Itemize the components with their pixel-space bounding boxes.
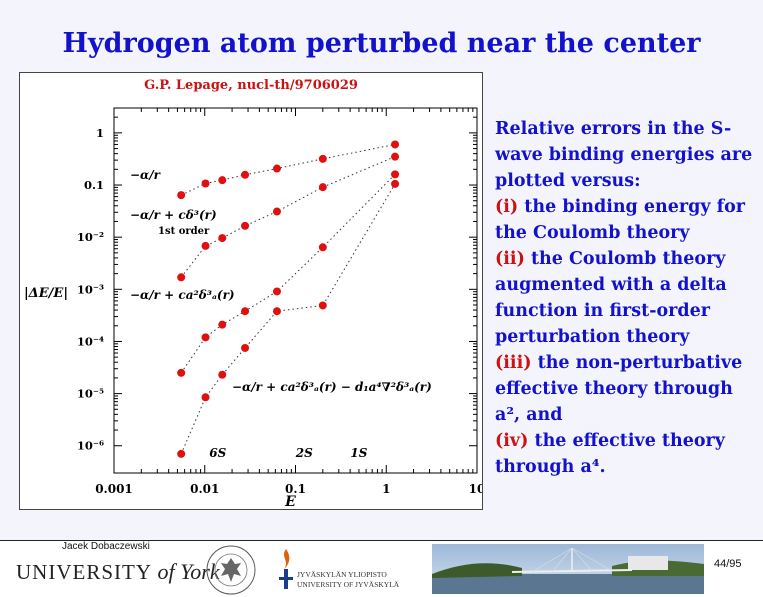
data-point — [391, 179, 400, 188]
york-logo-university: UNIVERSITY — [16, 560, 158, 584]
series-label-2: −α/r + cδ³(r) — [130, 208, 217, 222]
chart-title: G.P. Lepage, nucl-th/9706029 — [144, 78, 358, 93]
data-point — [241, 221, 250, 230]
footer: Jacek Dobaczewski UNIVERSITY of York JYV… — [0, 541, 763, 597]
x-tick-label: 0.1 — [285, 482, 306, 496]
series-line-1 — [180, 143, 396, 196]
data-point — [272, 287, 281, 296]
data-point — [241, 170, 250, 179]
series-note: 1st order — [158, 226, 210, 237]
york-logo-of: of — [157, 559, 175, 584]
slide: Hydrogen atom perturbed near the center … — [0, 0, 763, 540]
description-item-iii: (iii) the non-perturbative effective the… — [495, 350, 757, 428]
data-point — [318, 154, 327, 163]
data-point — [177, 273, 186, 282]
description-text: Relative errors in the S-wave binding en… — [495, 116, 757, 480]
data-point — [241, 307, 250, 316]
data-point — [218, 370, 227, 379]
series-label-1: −α/r — [130, 168, 162, 182]
desc-1-text: the binding energy for the Coulomb theor… — [495, 197, 746, 243]
desc-0-text: Relative errors in the S-wave binding en… — [495, 119, 753, 191]
data-point — [218, 320, 227, 329]
y-tick-label: 10⁻² — [77, 230, 104, 244]
campus-photo — [432, 544, 704, 594]
x-axis-label: E — [284, 494, 296, 509]
data-point — [201, 393, 210, 402]
data-point — [218, 176, 227, 185]
y-tick-label: 10⁻⁶ — [77, 439, 104, 453]
page-number: 44/95 — [714, 558, 742, 570]
desc-4-text: the effective theory through a⁴. — [495, 431, 725, 477]
x-tick-label: 0.01 — [190, 482, 219, 496]
data-point — [391, 170, 400, 179]
chart-svg: G.P. Lepage, nucl-th/9706029 0.001 0.01 0.1… — [24, 78, 482, 509]
data-point — [177, 368, 186, 377]
jyvaskyla-line1: JYVÄSKYLÄN YLIOPISTO — [297, 570, 387, 579]
data-point — [241, 343, 250, 352]
data-point — [318, 301, 327, 310]
x-tick-label: 1 — [382, 482, 390, 496]
y-axis-label: |ΔE/E| — [24, 286, 68, 301]
york-logo: UNIVERSITY of York — [16, 559, 220, 585]
data-point — [318, 243, 327, 252]
series-line-4 — [180, 183, 396, 455]
jyvaskyla-line2: UNIVERSITY OF JYVÄSKYLÄ — [297, 580, 400, 589]
desc-4-num: (iv) — [495, 431, 529, 451]
slide-title: Hydrogen atom perturbed near the center — [62, 28, 701, 59]
data-point — [272, 307, 281, 316]
desc-1-num: (i) — [495, 197, 519, 217]
y-tick-label: 10⁻³ — [77, 282, 104, 296]
author-name: Jacek Dobaczewski — [62, 541, 150, 552]
description-item-ii: (ii) the Coulomb theory augmented with a… — [495, 246, 757, 350]
y-tick-label: 1 — [96, 126, 104, 140]
data-point — [201, 179, 210, 188]
state-label: 6S — [209, 446, 226, 460]
series-line-3 — [180, 174, 396, 374]
data-point — [218, 234, 227, 243]
chart-figure: G.P. Lepage, nucl-th/9706029 0.001 0.01 0.1… — [19, 72, 483, 510]
x-tick-label: 0.001 — [95, 482, 133, 496]
footer-divider — [0, 540, 763, 541]
y-tick-label: 10⁻⁴ — [77, 334, 104, 348]
data-point — [318, 183, 327, 192]
desc-2-text: the Coulomb theory augmented with a delt… — [495, 249, 727, 347]
york-logo-york: York — [174, 559, 220, 584]
data-point — [177, 449, 186, 458]
series-label-4: −α/r + ca²δ³ₐ(r) − d₁a⁴∇²δ³ₐ(r) — [232, 380, 432, 394]
desc-2-num: (ii) — [495, 249, 525, 269]
state-label: 2S — [295, 446, 313, 460]
jyvaskyla-logo-icon — [279, 549, 293, 589]
x-tick-label: 10 — [469, 482, 482, 496]
desc-3-text: the non-perturbative effective theory th… — [495, 353, 743, 425]
data-point — [177, 191, 186, 200]
y-tick-label: 10⁻⁵ — [77, 387, 104, 401]
warsaw-crest-icon — [206, 545, 256, 595]
data-point — [272, 207, 281, 216]
data-point — [272, 164, 281, 173]
description-item-iv: (iv) the effective theory through a⁴. — [495, 428, 757, 480]
series-label-3: −α/r + ca²δ³ₐ(r) — [130, 288, 235, 302]
state-label: 1S — [350, 446, 367, 460]
description-intro: Relative errors in the S-wave binding en… — [495, 116, 757, 194]
data-point — [391, 140, 400, 149]
y-tick-label: 0.1 — [84, 178, 104, 192]
jyvaskyla-text: JYVÄSKYLÄN YLIOPISTO UNIVERSITY OF JYVÄS… — [297, 570, 399, 590]
desc-3-num: (iii) — [495, 353, 532, 373]
data-point — [201, 333, 210, 342]
data-point — [391, 152, 400, 161]
description-item-i: (i) the binding energy for the Coulomb t… — [495, 194, 757, 246]
data-point — [201, 241, 210, 250]
